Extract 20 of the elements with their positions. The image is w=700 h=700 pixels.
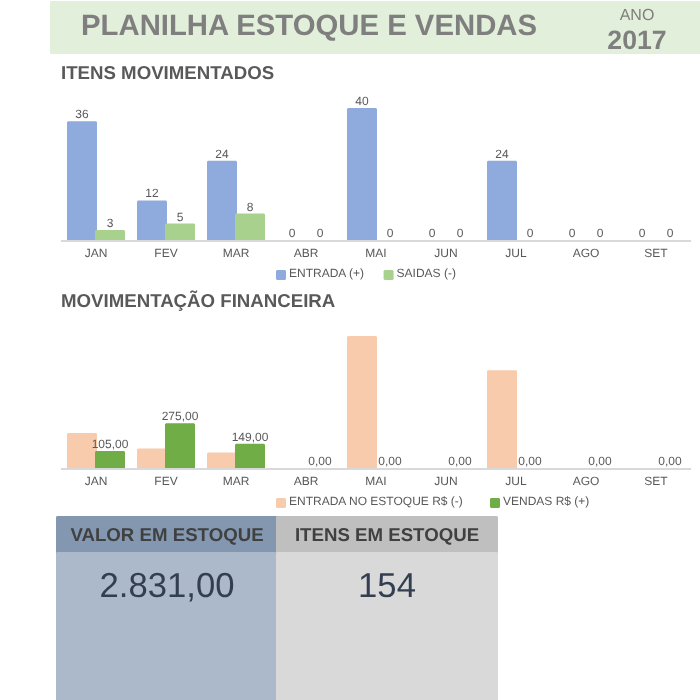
bar — [487, 160, 517, 242]
text: 2017 — [607, 25, 667, 55]
text: 2.831,00 — [99, 565, 235, 605]
bar — [137, 200, 167, 242]
text: ANO — [619, 6, 655, 24]
text: VALOR EM ESTOQUE — [70, 525, 264, 545]
chart-title: MOVIMENTAÇÃO FINANCEIRA — [61, 289, 336, 311]
text: ITENS EM ESTOQUE — [294, 525, 480, 545]
bar — [487, 370, 517, 470]
bar — [235, 213, 265, 242]
text: 154 — [358, 565, 417, 605]
bar — [67, 121, 97, 242]
bar — [235, 443, 265, 470]
bar — [207, 160, 237, 242]
bar — [347, 108, 377, 242]
bar — [95, 450, 125, 470]
text: PLANILHA ESTOQUE E VENDAS — [81, 11, 538, 43]
chart-title: ITENS MOVIMENTADOS — [61, 63, 275, 83]
bar — [347, 336, 377, 470]
bar — [165, 423, 195, 470]
